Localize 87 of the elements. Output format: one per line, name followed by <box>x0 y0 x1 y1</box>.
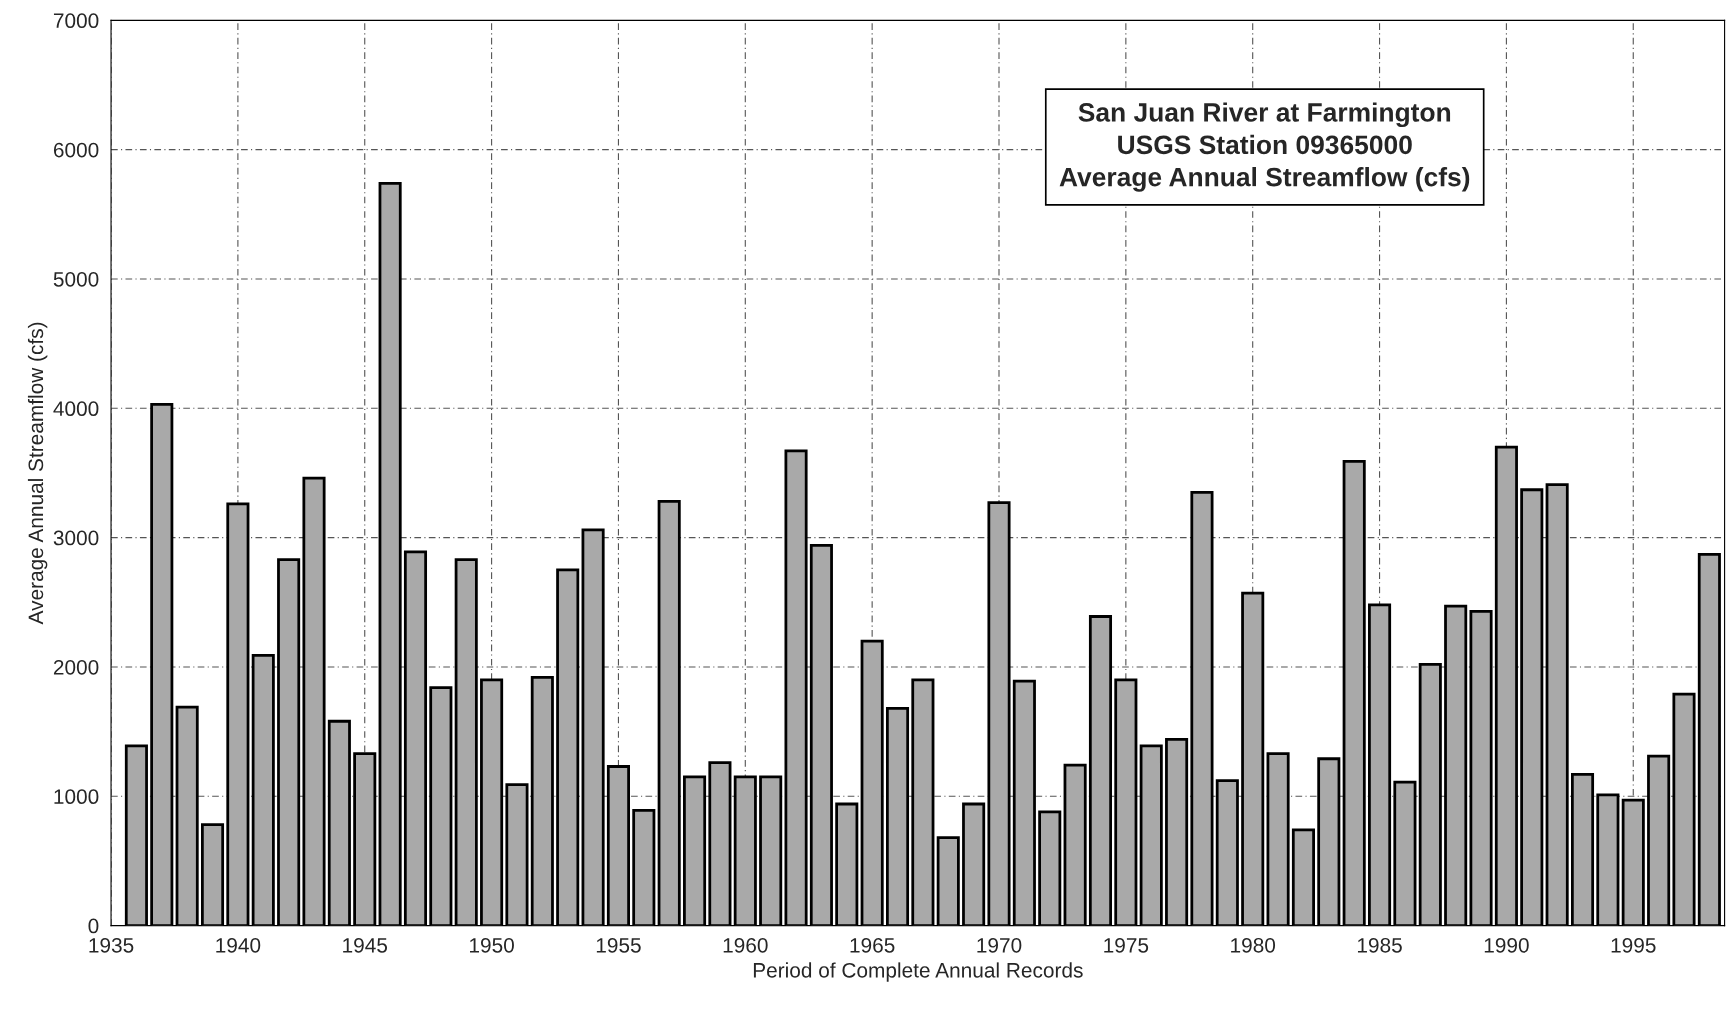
bar <box>860 639 884 926</box>
x-tick-label: 1950 <box>470 937 514 953</box>
x-tick-label: 1985 <box>1357 937 1402 953</box>
y-axis-title: Average Annual Streamflow (cfs) <box>27 322 48 625</box>
bar <box>1545 483 1569 926</box>
bar <box>1063 763 1087 926</box>
x-tick-label: 1980 <box>1231 937 1276 953</box>
bar <box>353 752 377 926</box>
bar <box>708 761 732 926</box>
bar <box>302 476 326 926</box>
x-tick-label: 1990 <box>1484 937 1529 953</box>
x-tick-label: 1945 <box>343 937 388 953</box>
bar <box>150 403 174 926</box>
y-tick-label: 3000 <box>53 530 99 546</box>
bar <box>936 836 960 926</box>
bar <box>1342 459 1366 926</box>
bar <box>1038 810 1062 926</box>
bar <box>1393 780 1417 926</box>
bar <box>378 181 402 926</box>
x-tick-label: 1935 <box>89 937 134 953</box>
bar <box>1291 828 1315 926</box>
bar <box>556 568 580 926</box>
y-tick-label: 5000 <box>53 271 99 287</box>
y-tick-label: 4000 <box>53 401 99 417</box>
bar <box>1672 692 1696 926</box>
x-tick-label: 1940 <box>216 937 261 953</box>
bar <box>175 705 199 926</box>
bar <box>251 653 275 926</box>
bar <box>1647 754 1671 926</box>
bar <box>632 809 656 926</box>
bar <box>1418 662 1442 926</box>
bar <box>1165 737 1189 926</box>
x-tick-label: 1995 <box>1611 937 1656 953</box>
bar <box>606 765 630 926</box>
bar <box>987 501 1011 926</box>
bar <box>1570 772 1595 926</box>
bar <box>1596 793 1620 926</box>
bar <box>1368 603 1392 926</box>
bar <box>1088 615 1113 926</box>
bar <box>809 543 833 926</box>
bar <box>327 719 351 926</box>
bar <box>911 678 935 926</box>
bar <box>530 675 554 926</box>
bar <box>200 823 225 926</box>
bar <box>1241 591 1265 926</box>
bar <box>124 744 148 926</box>
bar <box>454 558 478 926</box>
bar <box>759 775 783 926</box>
bar <box>1494 445 1518 926</box>
bar <box>1190 490 1214 926</box>
bar <box>429 686 453 926</box>
bar <box>1215 779 1239 926</box>
bar <box>505 783 529 926</box>
bar <box>1621 798 1645 926</box>
bar <box>1266 752 1290 926</box>
bar <box>480 678 504 926</box>
x-tick-label: 1965 <box>850 937 895 953</box>
bar <box>1444 604 1468 926</box>
bar <box>1697 553 1721 926</box>
y-tick-label: 2000 <box>53 659 99 675</box>
bar <box>657 500 681 926</box>
x-tick-label: 1970 <box>977 937 1022 953</box>
bar <box>1520 488 1544 926</box>
text: San Juan River at Farmington USGS Station 09365000 Average Annual Streamflow (cfs) <box>1059 102 1470 192</box>
bar <box>581 528 605 926</box>
bar <box>1469 609 1493 926</box>
bar <box>962 802 986 926</box>
bar <box>1114 678 1138 926</box>
x-tick-label: 1975 <box>1104 937 1149 953</box>
bar <box>403 550 428 926</box>
x-axis-title: Period of Complete Annual Records <box>753 962 1083 982</box>
bar <box>1317 757 1341 926</box>
bar <box>784 449 808 926</box>
bar <box>683 775 707 926</box>
bar <box>1012 679 1036 926</box>
bar <box>835 802 859 926</box>
y-tick-label: 1000 <box>54 789 99 805</box>
x-tick-label: 1955 <box>596 937 641 953</box>
y-tick-label: 6000 <box>53 142 99 158</box>
y-tick-label: 7000 <box>53 13 99 29</box>
bar <box>885 706 910 926</box>
y-tick-label: 0 <box>88 918 99 934</box>
bar <box>277 558 301 926</box>
bar <box>733 775 757 926</box>
bar <box>226 502 250 926</box>
x-tick-label: 1960 <box>723 937 768 953</box>
bar <box>1139 744 1163 926</box>
